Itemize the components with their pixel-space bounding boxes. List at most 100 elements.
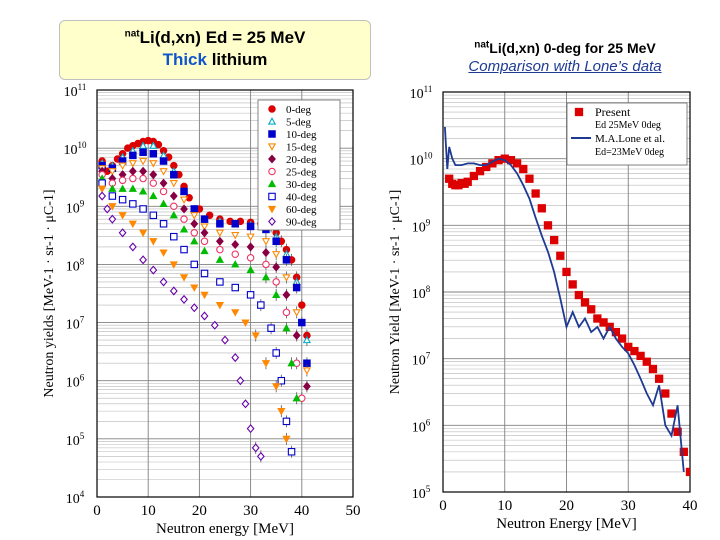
data-point xyxy=(298,301,306,309)
data-point xyxy=(512,159,522,168)
data-point xyxy=(469,171,479,181)
data-point xyxy=(216,220,224,228)
plot-frame xyxy=(96,89,354,498)
legend-marker xyxy=(268,192,276,201)
data-point xyxy=(138,187,148,195)
data-point xyxy=(159,277,168,287)
data-point xyxy=(574,290,583,300)
data-point xyxy=(251,332,260,340)
data-point xyxy=(642,357,651,366)
left-title-thick: Thick xyxy=(162,50,207,69)
data-point xyxy=(180,204,188,214)
data-point xyxy=(159,168,168,176)
data-point xyxy=(272,349,280,357)
y-tick-label: 109 xyxy=(66,198,85,216)
left-chart: 0 10 20 30 40 50 104 105 106 107 108 109 1010 1011 Neu… xyxy=(42,82,361,537)
data-point xyxy=(159,157,168,165)
legend-entry: 40-deg xyxy=(286,192,317,204)
series-present xyxy=(445,154,690,477)
data-point xyxy=(282,417,291,426)
data-area xyxy=(97,136,312,463)
data-point xyxy=(630,346,639,356)
data-point xyxy=(246,233,255,242)
data-point xyxy=(180,245,188,254)
data-point xyxy=(282,274,291,282)
data-point xyxy=(302,335,312,344)
series-40-deg xyxy=(98,179,296,458)
data-point xyxy=(149,160,158,168)
data-point xyxy=(282,435,291,444)
legend-marker xyxy=(574,107,584,117)
x-tick-label: 40 xyxy=(683,498,698,514)
y-tick-label: 106 xyxy=(412,417,431,435)
legend-marker xyxy=(268,216,276,227)
data-point xyxy=(108,214,117,224)
data-point xyxy=(118,176,127,185)
data-point xyxy=(215,301,225,310)
data-point xyxy=(215,255,225,263)
data-point xyxy=(118,228,127,238)
data-point xyxy=(190,284,199,292)
data-point xyxy=(537,204,546,213)
data-point xyxy=(169,286,178,296)
data-point xyxy=(169,261,178,269)
data-point xyxy=(272,290,281,298)
y-tick-label: 109 xyxy=(412,217,431,235)
data-point xyxy=(241,319,250,327)
y-tick-label: 1011 xyxy=(64,82,87,100)
legend-marker xyxy=(268,130,276,138)
data-point xyxy=(216,245,224,254)
data-point xyxy=(190,205,199,213)
data-point xyxy=(231,353,240,363)
data-point xyxy=(200,291,209,300)
series-line xyxy=(444,126,685,472)
data-point xyxy=(287,448,296,456)
x-tick-label: 30 xyxy=(621,498,636,514)
y-tick-label: 104 xyxy=(66,489,85,507)
data-point xyxy=(170,202,178,211)
x-axis-label: Neutron energy [MeV] xyxy=(156,521,294,537)
data-point xyxy=(98,191,107,201)
data-point xyxy=(118,184,127,192)
data-point xyxy=(543,221,553,230)
series-0-deg xyxy=(98,136,311,342)
data-point xyxy=(231,231,240,240)
data-point xyxy=(118,162,127,170)
data-point xyxy=(108,184,117,192)
data-point xyxy=(108,192,117,200)
data-point xyxy=(179,274,189,282)
data-point xyxy=(246,254,255,262)
data-point xyxy=(292,309,301,317)
data-point xyxy=(108,203,117,211)
data-point xyxy=(138,141,148,149)
data-point xyxy=(200,311,209,321)
data-point xyxy=(556,251,565,260)
data-point xyxy=(210,320,219,330)
data-point xyxy=(159,178,168,188)
legend-entry: 10-deg xyxy=(286,129,317,141)
data-point xyxy=(302,381,311,391)
legend-entry: M.A.Lone et al. xyxy=(595,133,665,145)
data-point xyxy=(599,318,608,327)
data-point xyxy=(282,323,291,332)
data-point xyxy=(180,187,188,196)
data-point xyxy=(292,393,301,402)
data-point xyxy=(636,351,645,361)
data-point xyxy=(562,267,571,277)
data-point xyxy=(231,239,240,250)
data-point xyxy=(190,212,199,220)
data-point xyxy=(231,260,240,268)
data-point xyxy=(190,303,199,313)
legend-entry: 5-deg xyxy=(286,117,312,129)
data-point xyxy=(138,157,148,166)
legend-marker xyxy=(267,117,277,125)
data-point xyxy=(262,260,270,269)
data-point xyxy=(267,324,275,332)
data-point xyxy=(179,225,189,233)
y-tick-label: 108 xyxy=(412,284,431,302)
data-point xyxy=(159,249,168,257)
right-title-line1: Li(d,xn) 0-deg for 25 MeV xyxy=(489,40,656,56)
right-chart: 0 10 20 30 40 105 106 107 108 109 1010 1011 Neutron … xyxy=(388,84,698,532)
y-tick-label: 108 xyxy=(66,256,85,274)
